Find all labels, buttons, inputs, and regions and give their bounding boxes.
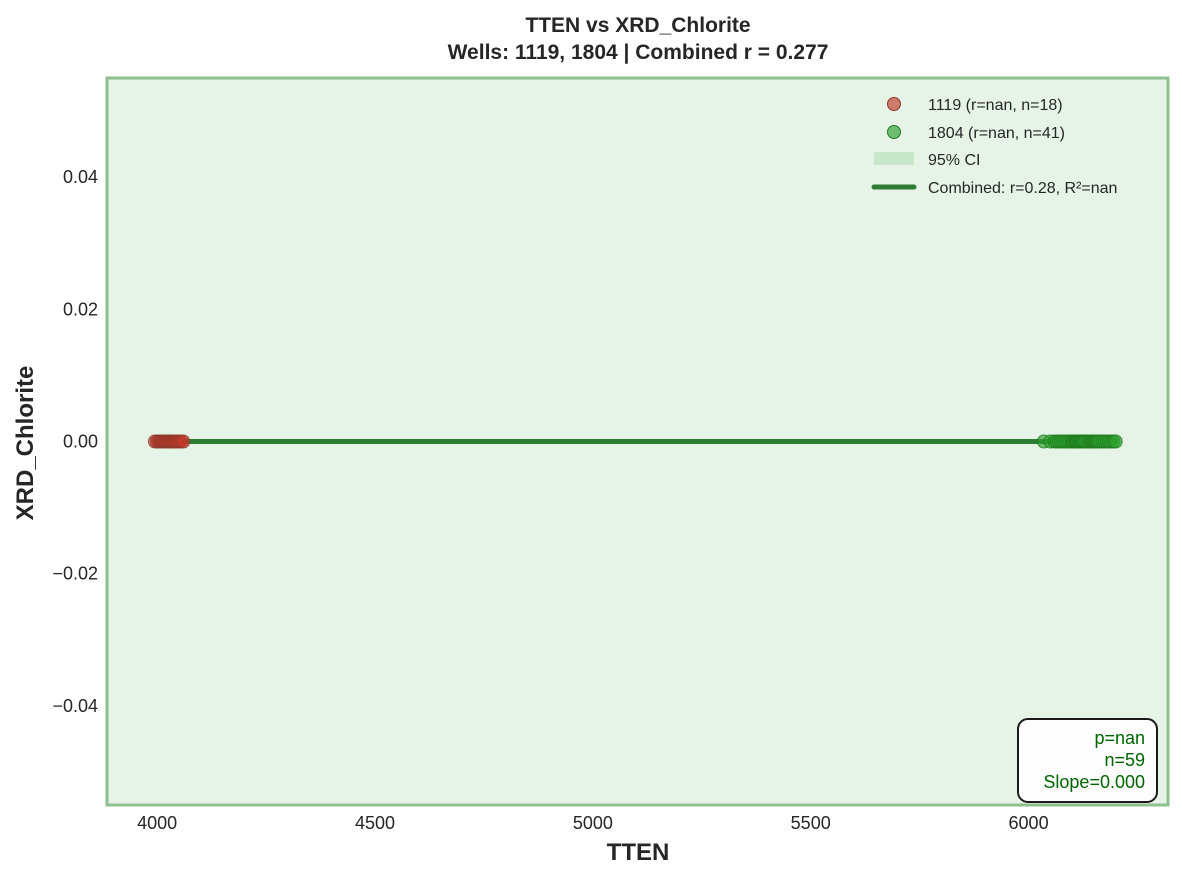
- legend-ci-swatch: [874, 152, 914, 165]
- legend: 1119 (r=nan, n=18) 1804 (r=nan, n=41) 95…: [871, 97, 1117, 197]
- legend-label-combined: Combined: r=0.28, R²=nan: [928, 180, 1117, 197]
- x-tick-label: 4000: [137, 813, 177, 833]
- y-tick-label: −0.04: [52, 696, 98, 716]
- stats-box: p=nan n=59 Slope=0.000: [1017, 718, 1158, 803]
- data-point-1119: [176, 434, 191, 449]
- stats-n: n=59: [1104, 750, 1145, 770]
- stats-p-value: p=nan: [1094, 728, 1145, 748]
- y-tick-label: 0.02: [63, 299, 98, 319]
- x-axis-ticks: 4000 4500 5000 5500 6000: [137, 813, 1049, 833]
- legend-label-ci: 95% CI: [928, 152, 980, 169]
- legend-marker-1119: [887, 97, 901, 111]
- x-axis-label: TTEN: [607, 839, 670, 866]
- y-axis-ticks: 0.04 0.02 0.00 −0.02 −0.04: [52, 167, 98, 716]
- y-tick-label: 0.04: [63, 167, 98, 187]
- legend-label-1804: 1804 (r=nan, n=41): [928, 125, 1065, 142]
- y-axis-label: XRD_Chlorite: [12, 366, 39, 521]
- x-tick-label: 4500: [355, 813, 395, 833]
- data-point-1804: [1108, 434, 1123, 449]
- plot-frame: [105, 76, 1170, 807]
- x-tick-label: 5500: [791, 813, 831, 833]
- chart-subtitle: Wells: 1119, 1804 | Combined r = 0.277: [448, 41, 829, 64]
- legend-label-1119: 1119 (r=nan, n=18): [928, 97, 1063, 114]
- y-tick-label: 0.00: [63, 432, 98, 452]
- stats-slope: Slope=0.000: [1043, 772, 1145, 792]
- x-tick-label: 5000: [573, 813, 613, 833]
- x-tick-label: 6000: [1009, 813, 1049, 833]
- legend-marker-1804: [887, 125, 901, 139]
- chart-title: TTEN vs XRD_Chlorite: [525, 14, 750, 37]
- scatter-points: [147, 434, 1123, 449]
- y-tick-label: −0.02: [52, 564, 98, 584]
